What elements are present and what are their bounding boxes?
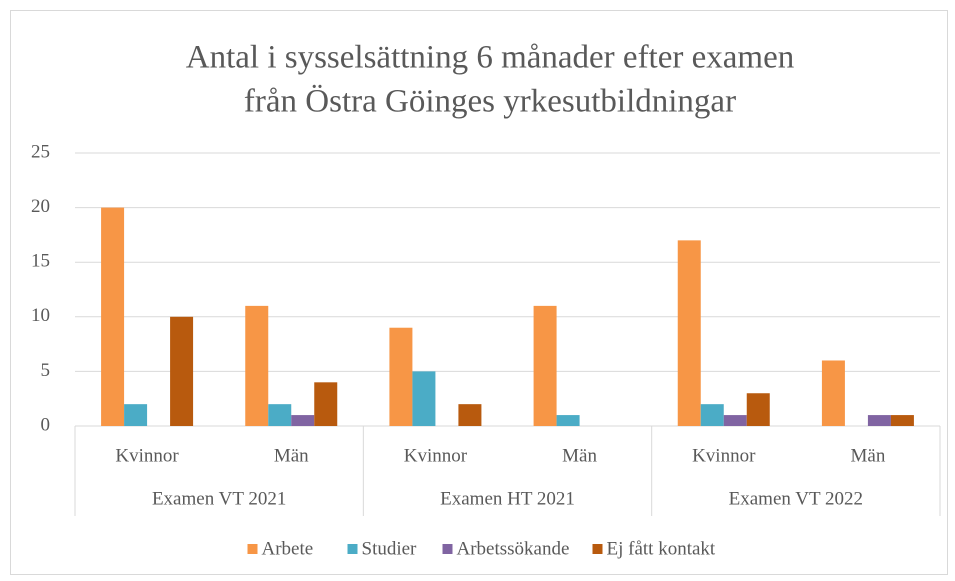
bar: [124, 404, 148, 426]
bar: [890, 415, 914, 426]
x-tick-label: Män: [562, 445, 597, 466]
chart-border: [10, 10, 948, 575]
bar: [101, 207, 125, 426]
legend-label: Arbete: [262, 538, 314, 559]
bar: [389, 327, 413, 426]
bar: [291, 415, 315, 426]
legend-label: Arbetssökande: [457, 538, 570, 559]
legend-label: Studier: [362, 538, 418, 559]
chart-title: Antal i sysselsättning 6 månader efter e…: [186, 40, 794, 76]
group-label: Examen VT 2022: [729, 488, 863, 509]
bar: [458, 404, 482, 426]
x-tick-label: Kvinnor: [115, 445, 179, 466]
group-label: Examen HT 2021: [440, 488, 575, 509]
bar: [170, 316, 194, 426]
x-tick-label: Kvinnor: [692, 445, 756, 466]
bar: [314, 382, 338, 426]
legend-label: Ej fått kontakt: [607, 538, 716, 559]
y-tick-label: 25: [31, 141, 50, 162]
y-tick-label: 5: [41, 360, 51, 381]
y-tick-label: 20: [31, 196, 50, 217]
bar: [821, 360, 845, 426]
y-tick-label: 0: [41, 414, 51, 435]
bar: [677, 240, 701, 426]
x-tick-label: Män: [851, 445, 886, 466]
legend-swatch: [247, 544, 258, 554]
y-tick-label: 15: [31, 251, 50, 272]
bar: [268, 404, 292, 426]
y-tick-label: 10: [31, 305, 50, 326]
bar: [245, 305, 269, 426]
bar: [746, 393, 770, 426]
x-tick-label: Män: [274, 445, 309, 466]
bar: [723, 415, 747, 426]
bar: [867, 415, 891, 426]
legend-swatch: [592, 544, 603, 554]
bar: [412, 371, 436, 426]
bar: [533, 305, 557, 426]
bar: [556, 415, 580, 426]
legend-swatch: [442, 544, 453, 554]
group-label: Examen VT 2021: [152, 488, 286, 509]
legend-swatch: [347, 544, 358, 554]
x-tick-label: Kvinnor: [404, 445, 468, 466]
bar: [700, 404, 724, 426]
chart-title: från Östra Göinges yrkesutbildningar: [244, 84, 736, 120]
